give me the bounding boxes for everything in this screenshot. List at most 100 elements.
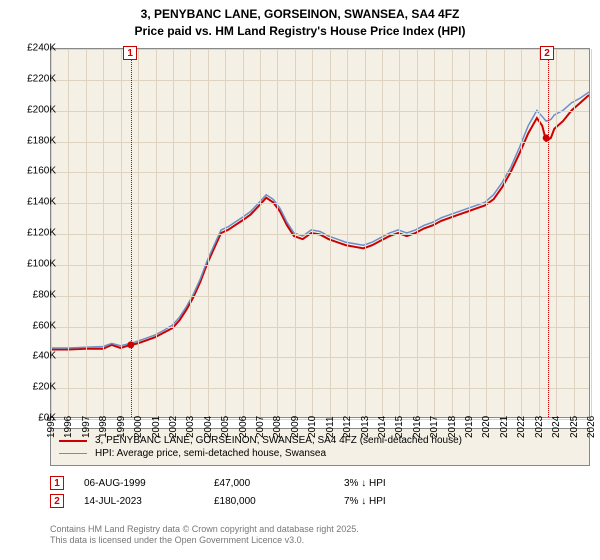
gridline-v — [591, 49, 592, 417]
x-axis-label: 2022 — [516, 416, 527, 438]
marker-id-box: 2 — [50, 494, 64, 508]
x-axis-label: 2005 — [220, 416, 231, 438]
title-line-2: Price paid vs. HM Land Registry's House … — [0, 23, 600, 40]
x-axis-label: 1996 — [63, 416, 74, 438]
gridline-v — [399, 49, 400, 417]
gridline-v — [486, 49, 487, 417]
x-axis-label: 2009 — [290, 416, 301, 438]
gridline-v — [156, 49, 157, 417]
x-axis-label: 2000 — [133, 416, 144, 438]
attribution: Contains HM Land Registry data © Crown c… — [50, 524, 359, 547]
gridline-v — [382, 49, 383, 417]
gridline-v — [434, 49, 435, 417]
gridline-v — [521, 49, 522, 417]
x-axis-label: 2025 — [569, 416, 580, 438]
gridline-v — [417, 49, 418, 417]
gridline-v — [347, 49, 348, 417]
y-axis-label: £200K — [10, 104, 56, 115]
y-axis-label: £100K — [10, 258, 56, 269]
marker-date: 06-AUG-1999 — [84, 478, 214, 489]
x-axis-label: 2016 — [412, 416, 423, 438]
marker-hpi-delta: 3% ↓ HPI — [344, 478, 454, 489]
x-axis-label: 1997 — [81, 416, 92, 438]
marker-line — [548, 49, 549, 417]
marker-hpi-delta: 7% ↓ HPI — [344, 496, 454, 507]
x-axis-label: 1995 — [46, 416, 57, 438]
gridline-v — [243, 49, 244, 417]
x-axis-label: 2012 — [342, 416, 353, 438]
x-axis-label: 2014 — [377, 416, 388, 438]
x-axis-label: 2002 — [168, 416, 179, 438]
y-axis-label: £40K — [10, 351, 56, 362]
x-axis-label: 2020 — [481, 416, 492, 438]
marker-date: 14-JUL-2023 — [84, 496, 214, 507]
gridline-v — [330, 49, 331, 417]
gridline-v — [208, 49, 209, 417]
gridline-v — [452, 49, 453, 417]
x-axis-label: 2026 — [586, 416, 597, 438]
marker-price: £180,000 — [214, 496, 344, 507]
gridline-v — [469, 49, 470, 417]
x-axis-label: 2008 — [272, 416, 283, 438]
x-axis-label: 2001 — [151, 416, 162, 438]
attribution-line-2: This data is licensed under the Open Gov… — [50, 535, 359, 546]
x-axis-label: 2006 — [238, 416, 249, 438]
marker-price: £47,000 — [214, 478, 344, 489]
x-axis-label: 2018 — [447, 416, 458, 438]
plot-area — [50, 48, 590, 418]
gridline-v — [173, 49, 174, 417]
y-axis-label: £80K — [10, 289, 56, 300]
legend-swatch-hpi — [59, 453, 87, 454]
x-axis-label: 1998 — [98, 416, 109, 438]
y-axis-label: £160K — [10, 166, 56, 177]
y-axis-label: £120K — [10, 228, 56, 239]
gridline-v — [539, 49, 540, 417]
gridline-v — [556, 49, 557, 417]
chart-title: 3, PENYBANC LANE, GORSEINON, SWANSEA, SA… — [0, 0, 600, 40]
marker-table-row: 2 14-JUL-2023£180,0007% ↓ HPI — [50, 494, 590, 508]
y-axis-label: £60K — [10, 320, 56, 331]
gridline-v — [86, 49, 87, 417]
gridline-v — [225, 49, 226, 417]
gridline-v — [138, 49, 139, 417]
legend-swatch-subject — [59, 440, 87, 442]
x-axis-label: 1999 — [116, 416, 127, 438]
x-axis-label: 2013 — [360, 416, 371, 438]
x-axis-label: 2010 — [307, 416, 318, 438]
gridline-v — [504, 49, 505, 417]
marker-table-row: 1 06-AUG-1999£47,0003% ↓ HPI — [50, 476, 590, 490]
gridline-v — [190, 49, 191, 417]
gridline-v — [574, 49, 575, 417]
x-axis-label: 2003 — [185, 416, 196, 438]
gridline-v — [103, 49, 104, 417]
marker-id-box: 1 — [50, 476, 64, 490]
attribution-line-1: Contains HM Land Registry data © Crown c… — [50, 524, 359, 535]
marker-table: 1 06-AUG-1999£47,0003% ↓ HPI 2 14-JUL-2023£… — [50, 472, 590, 512]
y-axis-label: £20K — [10, 382, 56, 393]
x-axis-label: 2024 — [551, 416, 562, 438]
marker-box: 1 — [123, 46, 137, 60]
gridline-v — [260, 49, 261, 417]
gridline-v — [295, 49, 296, 417]
x-axis-label: 2004 — [203, 416, 214, 438]
x-axis-label: 2015 — [394, 416, 405, 438]
title-line-1: 3, PENYBANC LANE, GORSEINON, SWANSEA, SA… — [0, 6, 600, 23]
x-axis-label: 2021 — [499, 416, 510, 438]
y-axis-label: £180K — [10, 135, 56, 146]
legend-label-hpi: HPI: Average price, semi-detached house,… — [95, 448, 326, 459]
x-axis-label: 2007 — [255, 416, 266, 438]
gridline-v — [68, 49, 69, 417]
y-axis-label: £220K — [10, 73, 56, 84]
gridline-v — [312, 49, 313, 417]
marker-box: 2 — [540, 46, 554, 60]
gridline-v — [365, 49, 366, 417]
y-axis-label: £240K — [10, 43, 56, 54]
x-axis-label: 2017 — [429, 416, 440, 438]
gridline-v — [277, 49, 278, 417]
legend-row: HPI: Average price, semi-detached house,… — [59, 448, 581, 459]
y-axis-label: £140K — [10, 197, 56, 208]
x-axis-label: 2023 — [534, 416, 545, 438]
gridline-v — [121, 49, 122, 417]
marker-line — [131, 49, 132, 417]
x-axis-label: 2019 — [464, 416, 475, 438]
